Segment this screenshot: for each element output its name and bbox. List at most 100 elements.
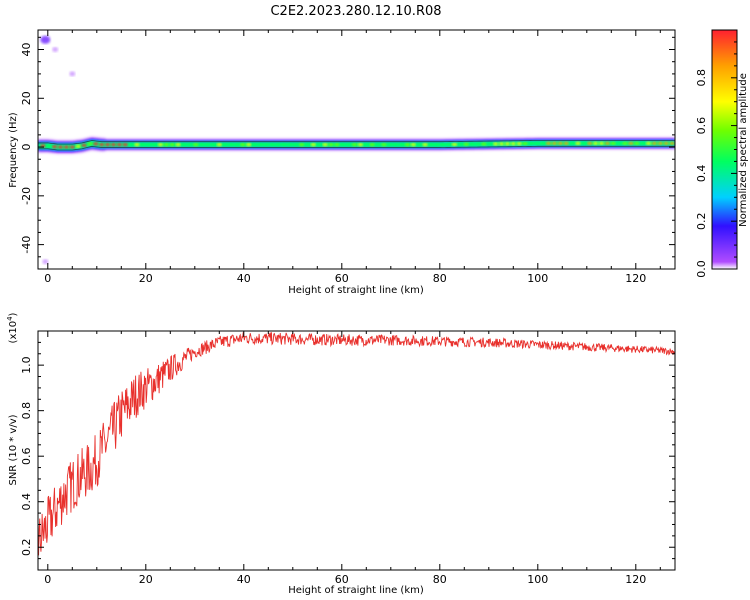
spectral-core-cell: [463, 142, 469, 146]
spectral-core-cell: [645, 141, 652, 146]
y-tick-label: 0.4: [20, 493, 33, 511]
spectral-spot: [42, 259, 49, 265]
spectral-core-cell: [434, 143, 440, 147]
spectral-core-cell: [628, 141, 634, 146]
spectral-core-cell: [446, 142, 452, 147]
x-tick-label: 100: [527, 573, 548, 586]
spectral-core-cell: [204, 143, 211, 147]
spectral-core-cell: [269, 143, 275, 147]
spectral-core-cell: [193, 143, 199, 147]
spectral-core-cell: [228, 143, 234, 147]
spectral-core-cell: [152, 143, 158, 147]
spectral-core-cell: [440, 142, 446, 147]
spectral-core-cell: [428, 143, 434, 147]
spectrogram-y-ticks: -40 -20 0 20 40: [20, 36, 675, 270]
spectral-core-cell: [75, 144, 81, 148]
colorbar-label: Normalized spectral amplitude: [738, 73, 749, 227]
x-tick-label: 40: [237, 272, 251, 285]
spectral-core-cell: [87, 142, 93, 146]
spectrogram-y-label: Frequency (Hz): [8, 112, 19, 188]
colorbar-tick-label: 0.8: [695, 69, 708, 87]
snr-x-ticks: 0 20 40 60 80 100 120: [44, 331, 661, 586]
spectral-core-cell: [393, 143, 399, 147]
spectral-core-cell: [163, 143, 169, 147]
x-tick-label: 20: [139, 573, 153, 586]
spectral-core-cell: [81, 143, 87, 147]
spectral-core-cell: [69, 145, 75, 149]
spectral-core-cell: [122, 143, 128, 147]
spectral-core-cell: [381, 143, 387, 147]
y-tick-label: 20: [20, 91, 33, 105]
spectral-core-cell: [57, 145, 64, 149]
spectral-core-cell: [187, 143, 193, 147]
spectrogram-x-label: Height of straight line (km): [288, 285, 424, 296]
spectral-core-cell: [593, 141, 599, 146]
spectral-core-cell: [475, 142, 481, 146]
spectral-core-cell: [340, 143, 346, 147]
band-edge-upper: [38, 140, 675, 145]
spectral-core-cell: [351, 143, 358, 147]
spectral-core-cell: [404, 143, 411, 147]
spectral-core-cell: [99, 143, 105, 147]
snr-y-multiplier: (x104): [6, 312, 19, 343]
spectral-core-cell: [134, 143, 140, 147]
spectral-core-cell: [498, 142, 505, 146]
spectral-core-cell: [640, 141, 646, 146]
spectral-core-cell: [299, 143, 305, 147]
spectral-core-cell: [610, 141, 616, 146]
spectral-spot: [69, 71, 76, 77]
spectral-core-cell: [569, 141, 575, 146]
spectrogram-panel: 0 20 40 60 80 100 120 -40 -20 0 20 40 Height of st…: [8, 29, 676, 296]
spectral-core-cell: [322, 143, 328, 147]
spectral-core-cell: [510, 142, 516, 146]
spectral-core-cell: [516, 142, 522, 146]
x-tick-label: 0: [44, 272, 51, 285]
spectral-core-cell: [575, 141, 581, 146]
snr-series-line: [38, 332, 675, 556]
spectral-core-cell: [616, 141, 622, 146]
spectral-core-cell: [293, 143, 299, 147]
colorbar-tick-label: 0.4: [695, 165, 708, 183]
spectral-core-cell: [304, 143, 311, 147]
y-tick-label: 0.8: [20, 402, 33, 420]
x-tick-label: 60: [335, 272, 349, 285]
spectral-core-cell: [240, 143, 246, 147]
x-tick-label: 80: [433, 573, 447, 586]
x-tick-label: 0: [44, 573, 51, 586]
spectral-core-cell: [316, 143, 322, 147]
spectral-core-cell: [487, 142, 493, 146]
spectrogram-content: [38, 35, 675, 265]
spectral-core-cell: [175, 143, 181, 147]
colorbar-tick-label: 0.2: [695, 212, 708, 230]
spectral-core-cell: [310, 143, 316, 147]
spectral-core-cell: [522, 141, 528, 146]
spectral-core-cell: [128, 143, 134, 147]
spectral-core-cell: [275, 143, 281, 147]
spectral-core-cell: [604, 141, 610, 146]
spectral-core-cell: [257, 143, 264, 147]
spectrogram-x-ticks: 0 20 40 60 80 100 120: [44, 30, 661, 285]
spectral-core-cell: [422, 143, 428, 147]
spectral-core-cell: [398, 143, 405, 147]
spectral-core-cell: [363, 143, 369, 147]
y-tick-label: 0: [20, 144, 33, 151]
y-tick-label: 0.6: [20, 447, 33, 465]
spectral-core-cell: [210, 143, 217, 147]
spectral-core-cell: [357, 143, 364, 147]
spectral-core-cell: [557, 141, 563, 146]
spectral-core-cell: [93, 142, 99, 146]
y-tick-label: -40: [20, 236, 33, 254]
spectral-core-cell: [199, 143, 205, 147]
spectral-core-cell: [234, 143, 240, 147]
spectral-core-cell: [46, 144, 52, 148]
x-tick-label: 120: [625, 573, 646, 586]
spectral-core-cell: [410, 143, 416, 147]
spectral-core-cell: [169, 143, 175, 147]
x-tick-label: 80: [433, 272, 447, 285]
spectral-spot: [52, 47, 59, 53]
snr-y-ticks: 0.2 0.4 0.6 0.8 1.0: [20, 330, 675, 571]
colorbar-ticks: 0.0 0.2 0.4 0.6 0.8: [695, 29, 738, 278]
spectral-core-cell: [375, 143, 381, 147]
snr-panel: 0 20 40 60 80 100 120 0.2 0.4 0.6 0.8 1.0 Height o…: [6, 312, 676, 596]
